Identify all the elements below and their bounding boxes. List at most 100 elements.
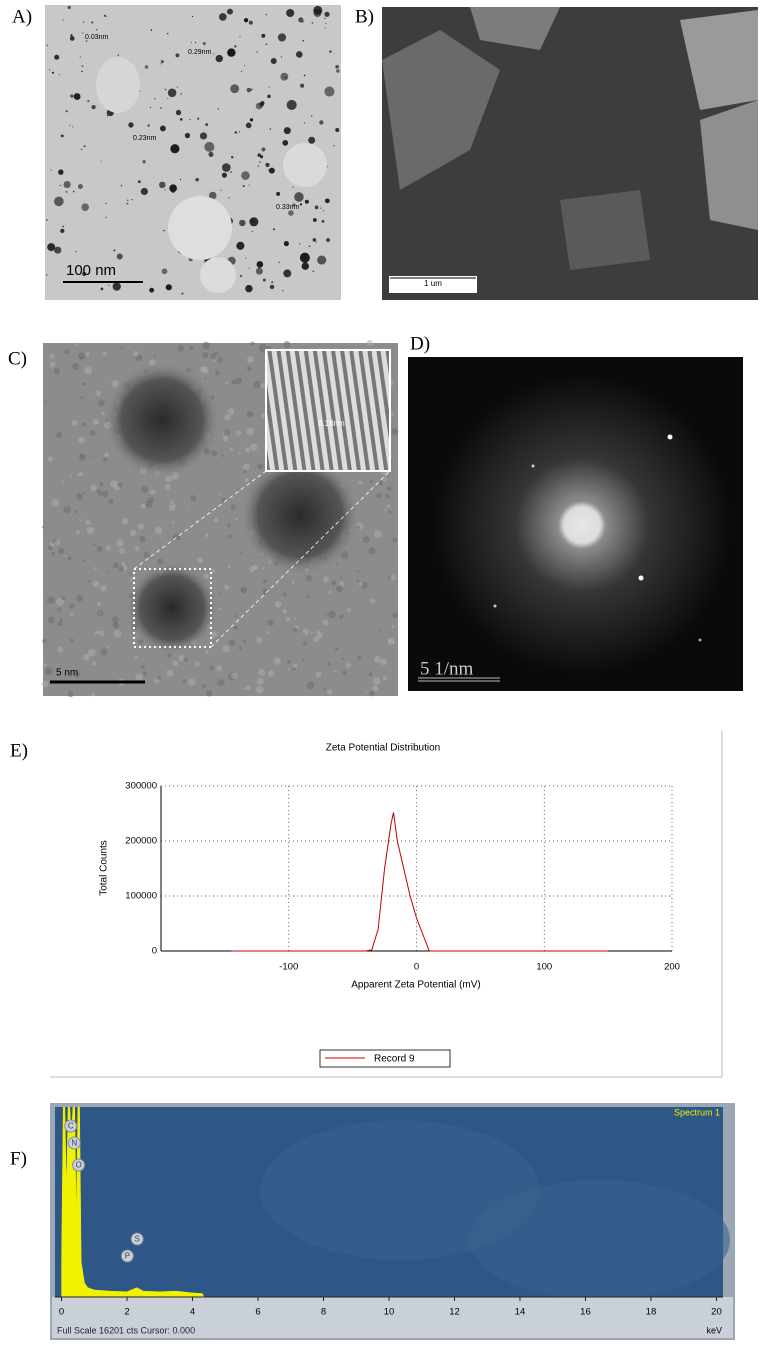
- grain: [56, 431, 63, 439]
- particle: [269, 128, 272, 130]
- grain: [386, 504, 391, 509]
- particle: [219, 13, 227, 21]
- particle: [294, 192, 304, 202]
- grain: [47, 545, 53, 551]
- grain: [369, 690, 375, 697]
- particle: [236, 241, 245, 250]
- grain: [287, 668, 290, 671]
- grain: [112, 562, 119, 569]
- grain: [227, 565, 231, 569]
- x-unit: keV: [706, 1325, 722, 1335]
- grain: [310, 631, 313, 635]
- grain: [51, 551, 56, 556]
- particle: [276, 191, 281, 196]
- grain: [172, 660, 178, 667]
- particle: [268, 167, 275, 174]
- particle: [213, 53, 215, 55]
- particle: [83, 21, 85, 23]
- grain: [96, 488, 102, 495]
- particle: [227, 48, 236, 57]
- particle: [335, 65, 339, 69]
- peak-label: S: [135, 1235, 140, 1244]
- grain: [358, 582, 364, 587]
- grain: [345, 662, 352, 669]
- grain: [365, 691, 368, 695]
- scale-label: 5 1/nm: [420, 658, 474, 679]
- grain: [323, 576, 330, 583]
- particle: [249, 217, 259, 227]
- grain: [74, 672, 81, 678]
- particle: [179, 118, 183, 121]
- grain: [222, 644, 230, 653]
- particle: [283, 269, 292, 278]
- vesicle: [200, 257, 236, 293]
- grain: [140, 503, 146, 509]
- chart-title: Spectrum 1: [674, 1107, 720, 1117]
- particle: [127, 199, 129, 201]
- grain: [75, 530, 81, 535]
- particle: [208, 151, 214, 158]
- particle: [147, 124, 150, 127]
- particle: [303, 122, 306, 124]
- flake: [382, 30, 500, 190]
- scale-label: 5 nm: [56, 668, 78, 679]
- particle: [234, 131, 238, 134]
- particle: [250, 88, 253, 91]
- particle: [116, 253, 123, 260]
- grain: [100, 648, 108, 656]
- grain: [247, 366, 252, 371]
- particle: [243, 64, 246, 67]
- particle: [91, 104, 96, 110]
- grain: [291, 580, 295, 584]
- grain: [205, 649, 209, 654]
- grain: [222, 435, 229, 442]
- grain: [226, 523, 231, 528]
- particle: [282, 289, 284, 292]
- grain: [77, 436, 86, 444]
- grain: [252, 564, 259, 570]
- grain: [267, 619, 274, 627]
- particle: [82, 272, 87, 276]
- grain: [169, 500, 174, 505]
- particle: [217, 108, 220, 110]
- particle: [245, 122, 252, 129]
- grain: [243, 469, 247, 473]
- grain: [334, 647, 339, 651]
- particle: [248, 20, 253, 25]
- peak-label: C: [68, 1122, 74, 1131]
- grain: [96, 609, 104, 617]
- grain: [77, 352, 86, 360]
- grain: [197, 557, 204, 564]
- grain: [89, 456, 92, 459]
- grain: [392, 641, 396, 644]
- grain: [383, 676, 388, 681]
- particle: [256, 261, 264, 268]
- peak-label: N: [71, 1139, 77, 1148]
- grain: [101, 411, 105, 416]
- grain: [390, 574, 396, 581]
- grain: [230, 504, 236, 510]
- grain: [357, 655, 362, 660]
- grain: [217, 361, 221, 364]
- particle: [302, 21, 304, 23]
- particle: [140, 187, 148, 196]
- grain: [374, 655, 382, 663]
- grain: [168, 504, 176, 512]
- particle: [283, 127, 291, 135]
- grain: [215, 370, 220, 376]
- particle: [336, 69, 340, 73]
- vesicle: [96, 57, 140, 113]
- x-tick-label: 12: [449, 1307, 460, 1318]
- grain: [227, 408, 235, 415]
- grain: [260, 382, 266, 388]
- footer: Full Scale 16201 cts Cursor: 0.000: [57, 1325, 195, 1335]
- particle: [149, 106, 152, 108]
- peak-marker: [64, 1119, 78, 1133]
- grain: [237, 451, 241, 455]
- particle: [46, 44, 49, 47]
- particle: [106, 115, 109, 117]
- grain: [368, 547, 376, 555]
- particle: [72, 190, 75, 193]
- vesicle: [168, 196, 232, 260]
- particle: [265, 162, 270, 168]
